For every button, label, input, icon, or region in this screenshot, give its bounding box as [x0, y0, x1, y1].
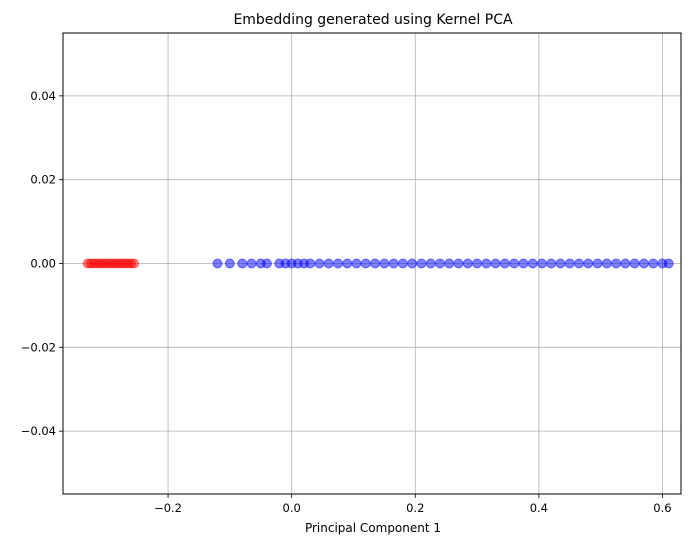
data-point: [342, 258, 353, 269]
x-tick-label: 0.4: [530, 501, 548, 515]
data-point: [407, 258, 418, 269]
data-point: [397, 258, 408, 269]
data-point: [237, 258, 248, 269]
data-point: [518, 258, 529, 269]
data-point: [527, 258, 538, 269]
data-point: [499, 258, 510, 269]
data-point: [601, 258, 612, 269]
data-point: [648, 258, 659, 269]
data-point: [462, 258, 473, 269]
data-point: [536, 258, 547, 269]
data-point: [360, 258, 371, 269]
data-point: [261, 258, 272, 269]
plot-area: −0.2 0.0 0.2 0.4 0.6 −0.04 −0.02 0.00 0.02 0.04: [21, 32, 682, 515]
data-point: [314, 258, 325, 269]
data-point: [555, 258, 566, 269]
data-point: [583, 258, 594, 269]
data-point: [379, 258, 390, 269]
data-point: [129, 258, 140, 269]
y-axis-ticks: −0.04 −0.02 0.00 0.02 0.04: [21, 89, 63, 438]
data-point: [509, 258, 520, 269]
data-point: [472, 258, 483, 269]
data-point: [246, 258, 257, 269]
data-point: [425, 258, 436, 269]
y-tick-label: 0.00: [30, 257, 56, 271]
data-point: [224, 258, 235, 269]
data-point: [592, 258, 603, 269]
data-point: [323, 258, 334, 269]
data-point: [444, 258, 455, 269]
data-point: [564, 258, 575, 269]
data-point: [481, 258, 492, 269]
x-tick-label: −0.2: [154, 501, 182, 515]
x-tick-label: 0.6: [653, 501, 671, 515]
x-axis-ticks: −0.2 0.0 0.2 0.4 0.6: [154, 494, 672, 515]
data-point: [663, 258, 674, 269]
x-tick-label: 0.0: [283, 501, 301, 515]
x-tick-label: 0.2: [406, 501, 424, 515]
data-point: [333, 258, 344, 269]
data-point: [370, 258, 381, 269]
data-point: [620, 258, 631, 269]
data-point: [434, 258, 445, 269]
x-axis-label: Principal Component 1: [305, 521, 441, 535]
data-point: [574, 258, 585, 269]
series-0-points: [82, 258, 140, 269]
y-tick-label: −0.02: [21, 340, 56, 354]
chart-title: Embedding generated using Kernel PCA: [233, 12, 513, 28]
data-point: [638, 258, 649, 269]
data-point: [611, 258, 622, 269]
y-tick-label: −0.04: [21, 424, 56, 438]
data-points: [82, 258, 674, 269]
data-point: [212, 258, 223, 269]
y-tick-label: 0.02: [30, 173, 56, 187]
data-point: [546, 258, 557, 269]
data-point: [351, 258, 362, 269]
series-1-points: [212, 258, 674, 269]
data-point: [305, 258, 316, 269]
y-tick-label: 0.04: [30, 89, 56, 103]
data-point: [388, 258, 399, 269]
data-point: [416, 258, 427, 269]
data-point: [490, 258, 501, 269]
data-point: [453, 258, 464, 269]
data-point: [629, 258, 640, 269]
